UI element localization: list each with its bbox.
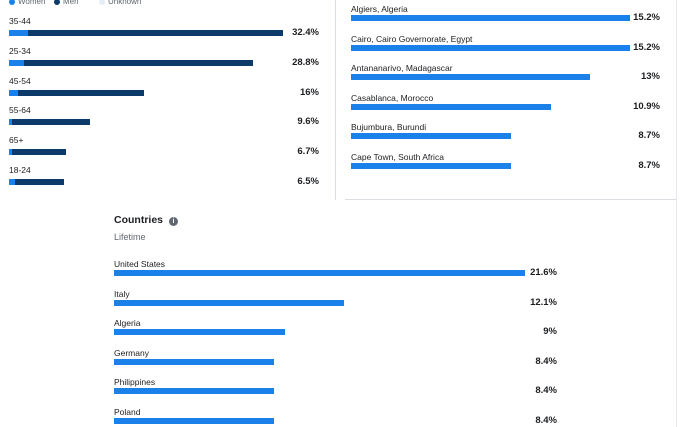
legend-item: Women	[9, 0, 45, 6]
divider	[345, 199, 676, 200]
value-label: 6.7%	[297, 146, 319, 158]
row-label: Cape Town, South Africa	[351, 151, 444, 162]
row-label: Philippines	[114, 377, 156, 388]
bar	[351, 133, 511, 139]
legend-dot	[54, 0, 60, 5]
bar	[351, 74, 590, 80]
row-label: Casablanca, Morocco	[351, 92, 434, 103]
row-label: Poland	[114, 407, 141, 417]
value-label: 8.7%	[638, 159, 660, 171]
value-label: 9%	[543, 326, 557, 338]
bar	[114, 299, 345, 306]
row-label: 25-34	[9, 45, 31, 56]
row-label: Antananarivo, Madagascar	[351, 63, 453, 73]
row-label: 55-64	[9, 105, 31, 116]
bar-men	[18, 89, 145, 96]
legend-item: Men	[54, 0, 79, 6]
value-label: 32.4%	[292, 27, 319, 38]
legend-dot	[99, 0, 105, 5]
row-label: United States	[114, 259, 166, 269]
info-icon[interactable]: i	[168, 217, 178, 226]
value-label: 15.2%	[633, 12, 660, 23]
bar	[114, 358, 274, 365]
value-label: 13%	[640, 71, 660, 82]
bar-women	[9, 59, 25, 66]
value-label: 8.4%	[535, 385, 557, 397]
row-label: 65+	[9, 135, 24, 146]
bar-women	[9, 149, 13, 156]
value-label: 8.4%	[535, 415, 557, 426]
section-title: Countries i	[114, 214, 178, 226]
bar-men	[24, 59, 253, 66]
value-label: 15.2%	[633, 41, 660, 53]
row-label: Algiers, Algeria	[351, 4, 408, 14]
value-label: 21.6%	[530, 267, 557, 278]
bar-men	[14, 179, 64, 185]
bar	[351, 162, 511, 169]
value-label: 8.4%	[535, 355, 557, 367]
bar	[114, 418, 274, 424]
title-text: Countries	[114, 214, 164, 226]
bar-women	[9, 179, 15, 185]
value-label: 28.8%	[292, 56, 319, 68]
row-label: Algeria	[114, 318, 141, 329]
row-label: 45-54	[9, 75, 31, 86]
row-label: Cairo, Cairo Governorate, Egypt	[351, 33, 473, 44]
value-label: 6.5%	[297, 176, 319, 187]
legend-label: Women	[18, 0, 46, 6]
bar	[351, 44, 631, 51]
bar	[114, 270, 526, 276]
row-label: Germany	[114, 347, 149, 358]
row-label: 35-44	[9, 16, 31, 26]
legend-item: Unknown	[99, 0, 141, 6]
row-label: 18-24	[9, 165, 31, 175]
legend-label: Unknown	[108, 0, 142, 6]
legend-dot	[9, 0, 15, 5]
bar	[351, 103, 552, 110]
bar-women	[9, 89, 19, 96]
row-label: Italy	[114, 288, 130, 299]
bar-men	[12, 119, 91, 126]
value-label: 12.1%	[530, 296, 557, 308]
value-label: 16%	[299, 86, 319, 98]
bar	[114, 388, 274, 395]
value-label: 10.9%	[633, 100, 660, 112]
value-label: 9.6%	[297, 116, 319, 128]
value-label: 8.7%	[638, 130, 660, 141]
divider	[335, 0, 336, 200]
section-subtitle: Lifetime	[114, 232, 146, 242]
bar-women	[9, 119, 13, 126]
bar	[351, 15, 631, 21]
row-label: Bujumbura, Burundi	[351, 122, 427, 132]
bar-women	[9, 30, 28, 36]
bar-men	[27, 30, 284, 36]
legend-label: Men	[63, 0, 79, 6]
bar-men	[12, 149, 66, 156]
bar	[114, 329, 286, 336]
scrollbar-edge	[676, 0, 677, 427]
